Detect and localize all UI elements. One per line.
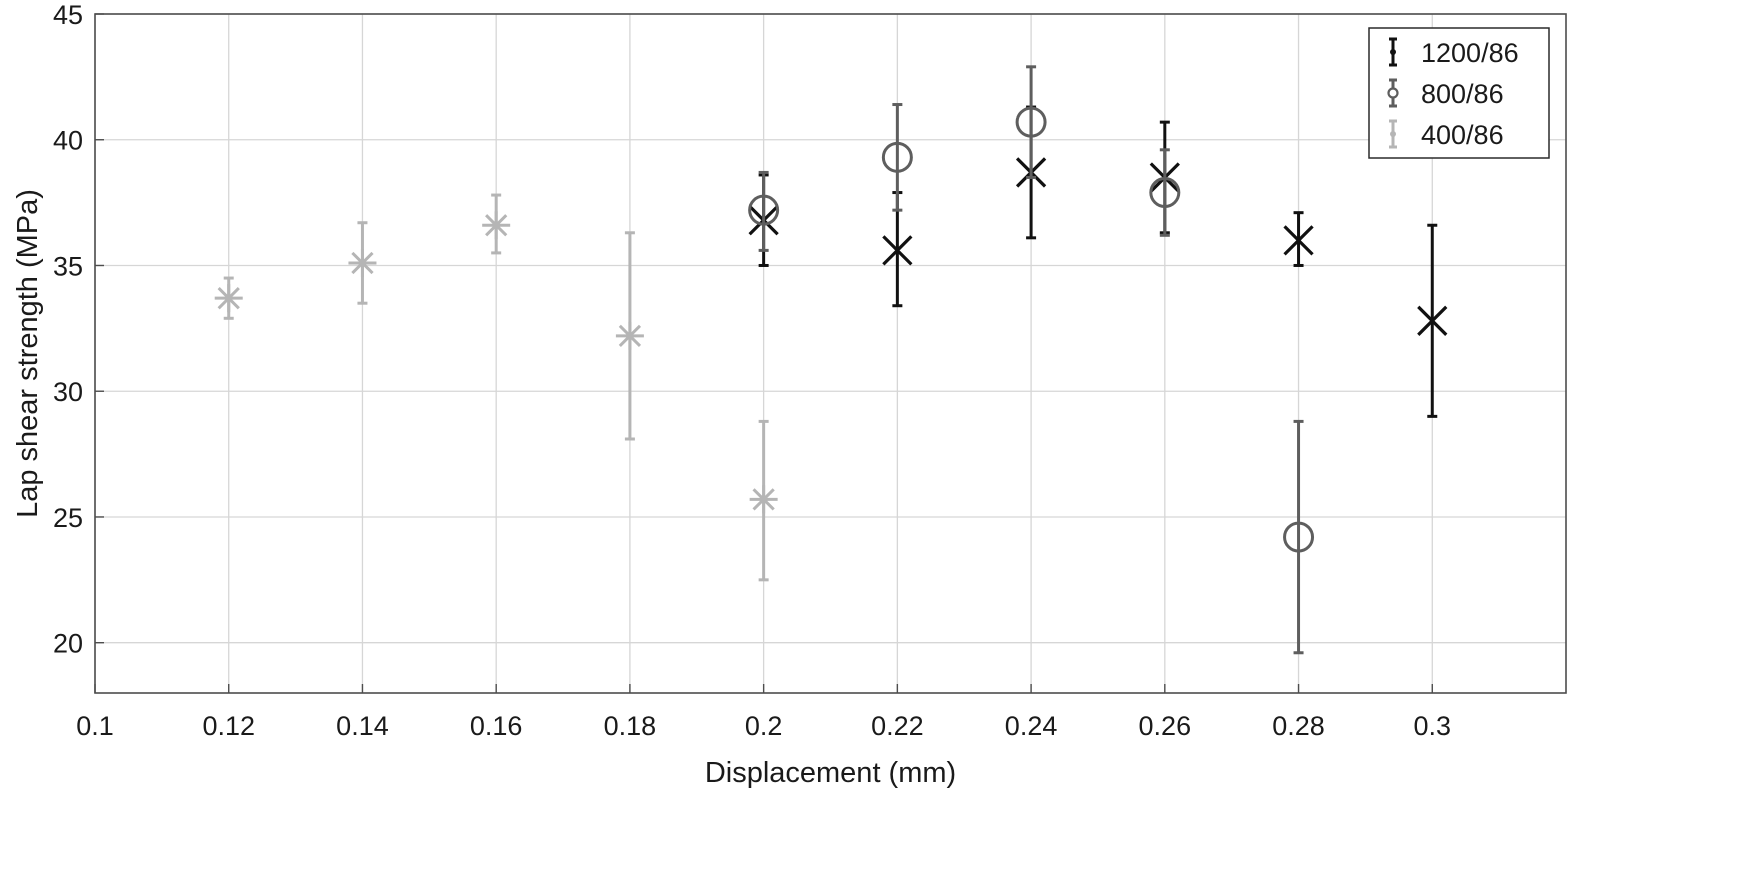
x-tick-label: 0.2 bbox=[745, 711, 783, 741]
data-point bbox=[214, 276, 243, 320]
legend-label: 1200/86 bbox=[1421, 38, 1519, 68]
legend-item: 400/86 bbox=[1389, 119, 1504, 150]
x-tick-label: 0.22 bbox=[871, 711, 924, 741]
grid-lines bbox=[94, 13, 1566, 693]
plot-area-border bbox=[94, 13, 1567, 694]
x-tick-label: 0.24 bbox=[1005, 711, 1058, 741]
series-400-86 bbox=[214, 193, 778, 582]
y-tick-label: 40 bbox=[53, 126, 83, 156]
series-1200-86 bbox=[748, 105, 1448, 418]
legend-label: 800/86 bbox=[1421, 79, 1504, 109]
data-point bbox=[881, 103, 913, 212]
circle-marker bbox=[1015, 106, 1047, 138]
x-tick-label: 0.3 bbox=[1413, 711, 1451, 741]
data-point bbox=[1417, 223, 1448, 418]
asterisk-marker bbox=[615, 321, 644, 350]
x-marker bbox=[882, 235, 913, 266]
x-tick-label: 0.14 bbox=[336, 711, 389, 741]
legend: 1200/86 800/86 400/86 bbox=[1368, 27, 1550, 159]
data-point bbox=[348, 221, 377, 305]
asterisk-marker bbox=[482, 211, 511, 240]
legend-marker bbox=[1390, 49, 1396, 55]
x-tick-label: 0.28 bbox=[1272, 711, 1325, 741]
data-point bbox=[749, 419, 778, 582]
x-axis-ticks: 0.1 0.12 0.14 0.16 0.18 0.2 0.22 0.24 0.26 0.28 0.… bbox=[76, 684, 1451, 741]
asterisk-marker bbox=[214, 284, 243, 313]
legend-marker bbox=[1390, 131, 1396, 137]
legend-item: 800/86 bbox=[1387, 78, 1504, 109]
y-tick-label: 25 bbox=[53, 503, 83, 533]
series-800-86 bbox=[748, 65, 1315, 655]
circle-marker bbox=[1283, 521, 1315, 553]
circle-marker bbox=[1149, 177, 1181, 209]
y-tick-label: 20 bbox=[53, 629, 83, 659]
circle-marker bbox=[748, 194, 780, 226]
x-axis-title: Displacement (mm) bbox=[705, 757, 956, 789]
y-axis-title: Lap shear strength (MPa) bbox=[12, 189, 44, 518]
data-point bbox=[1149, 148, 1181, 237]
x-tick-label: 0.12 bbox=[202, 711, 255, 741]
legend-label: 400/86 bbox=[1421, 120, 1504, 150]
data-point bbox=[615, 231, 644, 441]
y-tick-label: 30 bbox=[53, 377, 83, 407]
legend-marker bbox=[1387, 87, 1399, 99]
x-marker bbox=[1417, 305, 1448, 336]
y-tick-label: 35 bbox=[53, 251, 83, 281]
x-tick-label: 0.16 bbox=[470, 711, 523, 741]
data-point bbox=[748, 170, 780, 252]
asterisk-marker bbox=[348, 248, 377, 277]
x-tick-label: 0.1 bbox=[76, 711, 114, 741]
x-tick-label: 0.18 bbox=[604, 711, 657, 741]
x-marker bbox=[1283, 225, 1314, 256]
data-point bbox=[1283, 211, 1314, 267]
legend-box bbox=[1368, 27, 1550, 159]
legend-item: 1200/86 bbox=[1389, 37, 1519, 68]
y-axis-ticks: 20 25 30 35 40 45 bbox=[53, 0, 104, 659]
data-series bbox=[214, 65, 1448, 655]
x-tick-label: 0.26 bbox=[1139, 711, 1192, 741]
data-point bbox=[482, 193, 511, 255]
data-point bbox=[1015, 65, 1047, 179]
y-tick-label: 45 bbox=[53, 0, 83, 30]
asterisk-marker bbox=[749, 485, 778, 514]
circle-marker bbox=[881, 141, 913, 173]
data-point bbox=[1283, 419, 1315, 655]
